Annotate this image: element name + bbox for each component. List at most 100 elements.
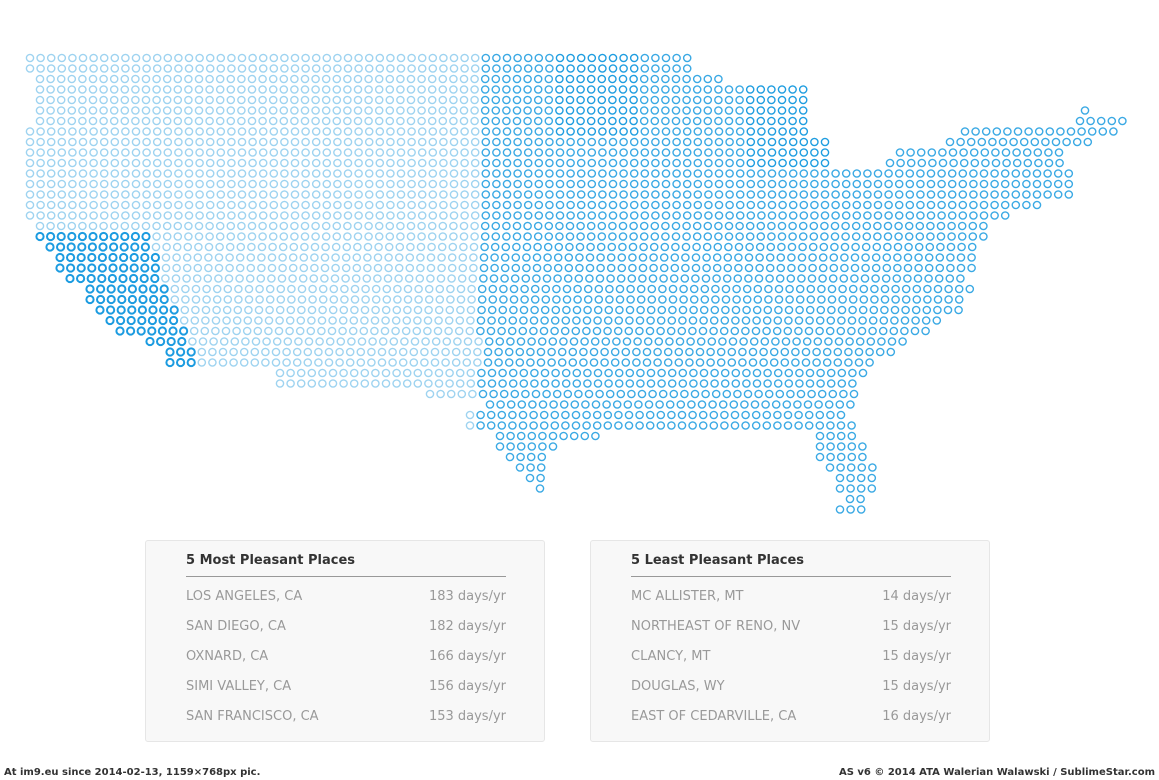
map-dot xyxy=(722,274,732,283)
map-dot xyxy=(420,358,429,367)
map-dot xyxy=(386,179,395,189)
map-dot xyxy=(828,274,838,283)
map-dot xyxy=(121,137,130,147)
map-dot xyxy=(693,179,703,189)
map-dot xyxy=(645,410,655,420)
map-dot xyxy=(445,305,455,315)
map-dot xyxy=(640,158,650,168)
map-dot xyxy=(767,200,777,210)
map-dot xyxy=(109,116,119,126)
map-dot xyxy=(88,116,98,126)
map-dot xyxy=(184,74,193,84)
map-dot xyxy=(447,253,457,262)
map-dot xyxy=(741,421,750,430)
map-dot xyxy=(540,379,550,388)
map-dot xyxy=(733,389,742,399)
map-dot xyxy=(384,253,393,262)
map-dot xyxy=(121,179,130,189)
map-dot xyxy=(597,85,607,94)
map-dot xyxy=(417,53,427,63)
map-dot xyxy=(85,284,95,294)
map-dot xyxy=(227,179,236,189)
map-dot xyxy=(519,305,529,315)
map-dot xyxy=(488,295,498,304)
map-dot xyxy=(492,179,501,189)
map-dot xyxy=(957,232,967,241)
map-dot xyxy=(469,263,478,273)
map-dot xyxy=(523,190,533,199)
map-dot xyxy=(57,148,67,157)
map-dot xyxy=(566,211,575,220)
map-dot xyxy=(924,263,934,273)
map-dot xyxy=(343,74,352,84)
map-dot xyxy=(699,305,709,315)
map-dot xyxy=(454,326,464,336)
map-dot xyxy=(619,179,628,189)
map-dot xyxy=(275,368,285,378)
map-dot xyxy=(820,190,830,199)
map-dot xyxy=(598,179,607,189)
map-dot xyxy=(208,347,217,357)
map-dot xyxy=(258,211,268,220)
map-dot xyxy=(762,421,772,430)
map-dot xyxy=(990,211,999,220)
map-dot xyxy=(300,95,310,105)
map-dot xyxy=(131,179,141,189)
map-dot xyxy=(926,232,935,241)
map-dot xyxy=(457,389,467,399)
map-dot xyxy=(614,410,623,420)
map-dot xyxy=(45,242,55,252)
map-dot xyxy=(150,273,160,284)
map-dot xyxy=(89,127,98,136)
map-dot xyxy=(889,326,899,336)
map-dot xyxy=(437,253,446,262)
map-dot xyxy=(795,284,805,294)
map-dot xyxy=(913,274,923,283)
map-dot xyxy=(1080,106,1090,115)
map-dot xyxy=(152,158,162,168)
map-dot xyxy=(582,410,591,420)
map-dot xyxy=(711,284,720,294)
map-dot xyxy=(956,137,965,147)
map-dot xyxy=(56,85,66,94)
map-dot xyxy=(449,64,459,73)
map-dot xyxy=(451,347,461,357)
map-dot xyxy=(523,179,533,189)
map-dot xyxy=(706,358,715,367)
map-dot xyxy=(529,421,538,430)
map-dot xyxy=(409,347,419,357)
map-dot xyxy=(502,106,511,115)
map-dot xyxy=(157,326,167,336)
map-dot xyxy=(492,211,501,220)
map-dot xyxy=(438,85,448,94)
map-dot xyxy=(374,106,384,115)
map-dot xyxy=(926,169,936,178)
map-dot xyxy=(184,211,194,220)
map-dot xyxy=(214,253,224,262)
map-dot xyxy=(349,368,359,378)
map-dot xyxy=(173,95,183,105)
map-dot xyxy=(691,253,701,262)
map-dot xyxy=(894,169,904,178)
map-dot xyxy=(78,148,88,157)
map-dot xyxy=(423,316,433,325)
map-dot xyxy=(131,53,141,63)
map-dot xyxy=(824,337,833,346)
map-dot xyxy=(731,379,741,388)
map-dot xyxy=(608,116,617,126)
map-dot xyxy=(650,116,660,126)
map-dot xyxy=(905,211,915,220)
map-dot xyxy=(749,337,759,346)
map-dot xyxy=(406,74,416,84)
map-dot xyxy=(184,64,194,73)
map-dot xyxy=(629,74,638,84)
map-dot xyxy=(882,253,892,262)
map-dot xyxy=(85,294,95,305)
map-dot xyxy=(571,410,581,420)
map-dot xyxy=(639,74,649,84)
map-dot xyxy=(615,295,625,304)
map-dot xyxy=(657,368,666,378)
map-dot xyxy=(280,211,289,220)
map-dot xyxy=(216,64,226,73)
map-dot xyxy=(315,337,324,346)
